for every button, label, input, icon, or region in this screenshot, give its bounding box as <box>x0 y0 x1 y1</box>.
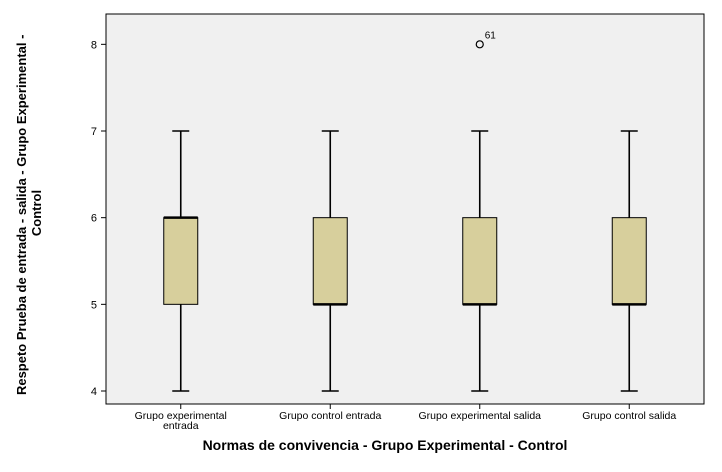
x-tick-label: Grupo control entrada <box>279 410 381 422</box>
iqr-box <box>163 217 199 305</box>
y-tick-label: 8 <box>91 39 97 51</box>
box-4 <box>611 130 647 392</box>
x-tick-label-line: Grupo experimental salida <box>418 410 541 422</box>
iqr-box <box>312 217 348 305</box>
y-axis-title: Respeto Prueba de entrada - salida - Gru… <box>14 31 44 395</box>
iqr-box <box>462 217 498 305</box>
y-axis-title-line-2: Control <box>29 190 44 236</box>
x-axis: Grupo experimental entrada Grupo control e… <box>135 404 676 432</box>
iqr-box <box>611 217 647 305</box>
x-tick-label-line: Grupo control entrada <box>279 410 381 422</box>
box-2 <box>312 130 348 392</box>
outliers: 61 <box>475 30 497 49</box>
x-tick-label-line: Grupo experimental <box>135 410 227 422</box>
y-axis: 4 5 6 7 8 <box>91 39 106 398</box>
box-3 <box>462 130 498 392</box>
plot-area <box>105 13 705 405</box>
x-tick-label-line: Grupo control salida <box>582 410 676 422</box>
outlier-label: 61 <box>485 30 497 41</box>
x-tick-label: Grupo experimental salida <box>418 410 541 422</box>
x-tick-label: Grupo control salida <box>582 410 676 422</box>
y-tick-label: 5 <box>91 299 97 311</box>
y-tick-label: 7 <box>91 126 97 138</box>
box-1 <box>163 130 199 392</box>
y-tick-label: 4 <box>91 386 97 398</box>
x-tick-label: Grupo experimental entrada <box>135 410 227 432</box>
boxes <box>163 130 647 392</box>
y-axis-title-line-1: Respeto Prueba de entrada - salida - Gru… <box>14 35 29 395</box>
y-tick-label: 6 <box>91 213 97 225</box>
x-tick-label-line: entrada <box>163 420 199 432</box>
x-axis-title: Normas de convivencia - Grupo Experiment… <box>203 437 568 453</box>
outlier-point <box>475 40 484 49</box>
